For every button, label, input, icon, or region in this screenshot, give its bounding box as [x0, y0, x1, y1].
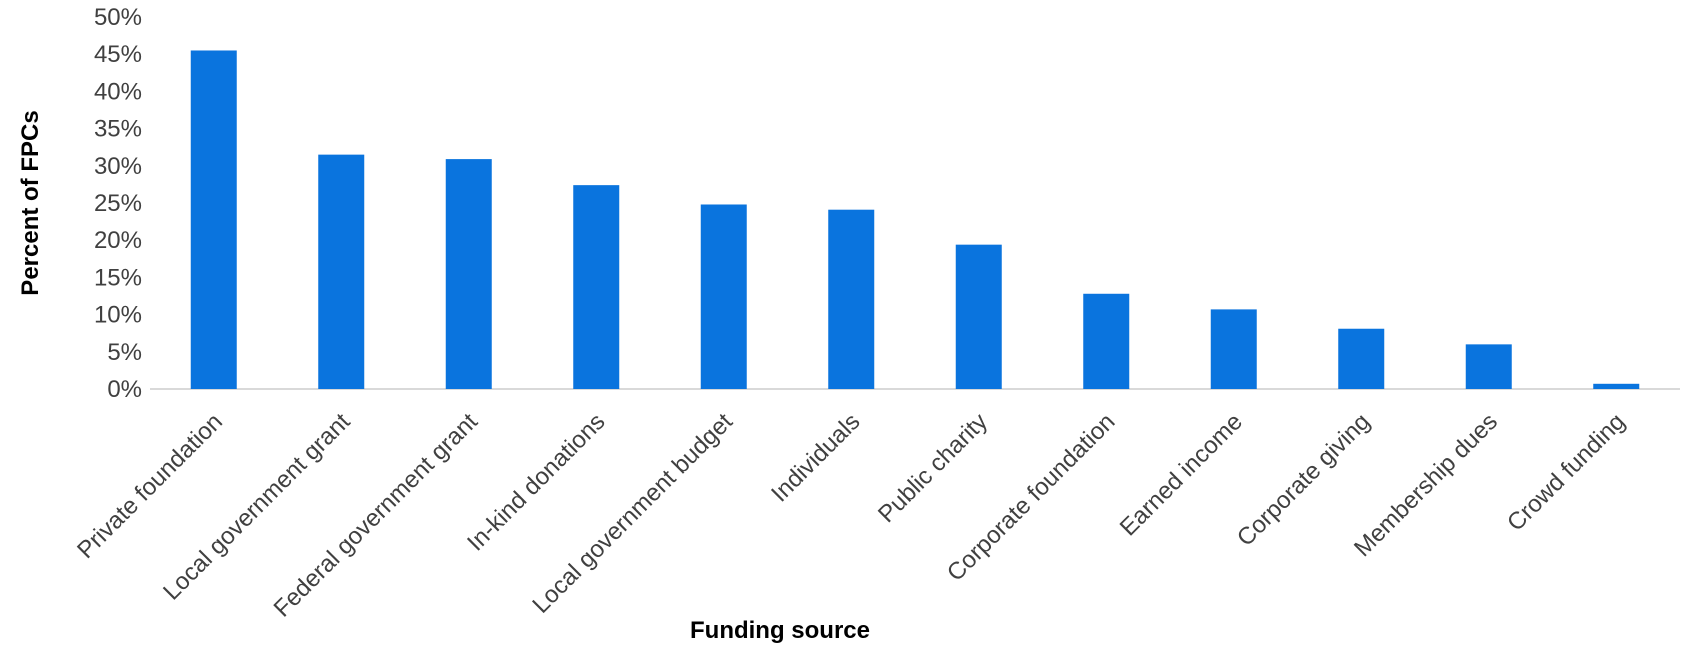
y-tick-label: 20%	[94, 227, 142, 254]
bar	[700, 204, 747, 389]
bar	[573, 185, 620, 389]
bar	[828, 209, 875, 389]
x-category-label: In-kind donations	[462, 408, 610, 556]
y-tick-label: 15%	[94, 264, 142, 291]
bar	[955, 244, 1002, 389]
x-category-label: Public charity	[873, 408, 993, 528]
y-tick-label: 50%	[94, 4, 142, 31]
bar	[1338, 328, 1385, 389]
bar	[445, 159, 492, 389]
y-tick-label: 45%	[94, 41, 142, 68]
x-category-label: Crowd funding	[1502, 408, 1631, 537]
bar	[1083, 293, 1130, 389]
x-category-label: Federal government grant	[269, 408, 484, 623]
y-tick-label: 35%	[94, 116, 142, 143]
x-category-label: Membership dues	[1349, 408, 1503, 562]
x-axis-title: Funding source	[690, 617, 870, 644]
y-axis-title: Percent of FPCs	[17, 110, 44, 295]
y-tick-label: 0%	[107, 376, 142, 403]
bar	[1593, 383, 1640, 389]
x-category-label: Corporate giving	[1232, 408, 1376, 552]
x-category-label: Individuals	[766, 408, 865, 507]
x-category-label: Earned income	[1115, 408, 1248, 541]
y-tick-label: 40%	[94, 78, 142, 105]
bar	[1210, 309, 1257, 389]
y-tick-label: 5%	[107, 339, 142, 366]
y-axis-ticks: 0% 5% 10% 15% 20% 25% 30% 35% 40% 45% 50%	[94, 4, 142, 403]
y-tick-label: 10%	[94, 302, 142, 329]
y-tick-label: 25%	[94, 190, 142, 217]
y-tick-label: 30%	[94, 153, 142, 180]
bar	[318, 154, 365, 389]
bar	[190, 50, 237, 389]
bars	[190, 50, 1640, 389]
bar	[1465, 344, 1512, 389]
